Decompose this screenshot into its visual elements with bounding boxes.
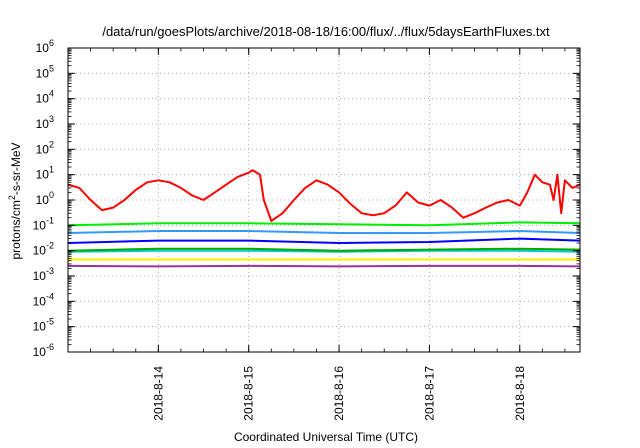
y-tick-label: 104: [36, 89, 54, 106]
series-line-7: [68, 264, 580, 268]
series-layer: [68, 169, 580, 268]
y-tick-label: 102: [36, 139, 54, 156]
y-axis: 10-6 10-5 10-4 10-3 10-2 10-1 100 101 102 103 104 1…: [33, 38, 580, 359]
chart-title: /data/run/goesPlots/archive/2018-08-18/1…: [102, 24, 550, 39]
y-tick-label: 10-5: [33, 317, 54, 334]
y-tick-label: 101: [36, 165, 54, 182]
y-tick-label: 10-6: [33, 342, 54, 359]
y-tick-label: 105: [36, 63, 54, 80]
y-tick-label: 103: [36, 114, 54, 131]
x-tick-label: 2018-8-17: [422, 366, 436, 421]
y-tick-label: 10-2: [33, 241, 54, 258]
y-tick-label: 10-3: [33, 266, 54, 283]
x-tick-label: 2018-8-14: [151, 366, 165, 421]
series-line-5: [68, 249, 580, 253]
series-line-1: [68, 221, 580, 227]
x-tick-label: 2018-8-16: [332, 366, 346, 421]
series-line-3: [68, 237, 580, 244]
x-axis-label: Coordinated Universal Time (UTC): [234, 430, 418, 444]
y-axis-label: protons/cm2-s-sr-MeV: [7, 142, 23, 259]
grid: [68, 48, 580, 352]
x-tick-label: 2018-8-18: [513, 366, 527, 421]
series-line-4: [68, 247, 580, 252]
x-axis: 2018-8-14 2018-8-15 2018-8-16 2018-8-17 2018…: [67, 48, 566, 421]
series-line-0: [68, 169, 580, 222]
y-tick-label: 100: [36, 190, 54, 207]
series-line-2: [68, 230, 580, 234]
y-tick-label: 10-1: [33, 215, 54, 232]
y-tick-label: 106: [36, 38, 54, 55]
x-tick-label: 2018-8-15: [242, 366, 256, 421]
y-tick-label: 10-4: [33, 291, 54, 308]
